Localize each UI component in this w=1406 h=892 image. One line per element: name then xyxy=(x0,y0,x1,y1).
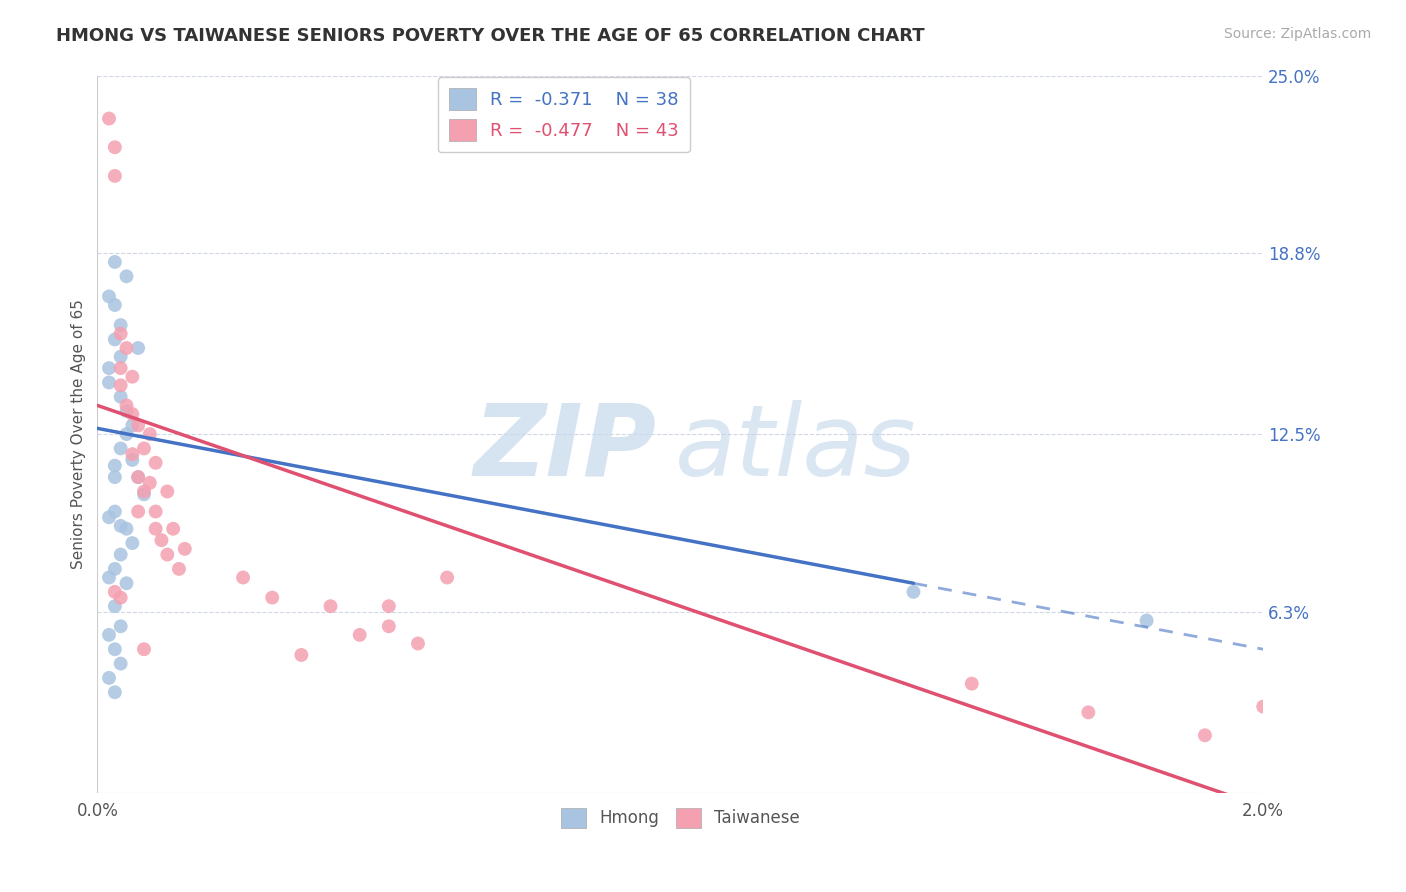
Point xyxy=(104,169,127,183)
Point xyxy=(903,585,925,599)
Point xyxy=(173,541,195,556)
Point xyxy=(115,398,138,412)
Point xyxy=(378,599,401,614)
Point xyxy=(156,548,179,562)
Point xyxy=(98,376,121,390)
Point xyxy=(121,369,143,384)
Point xyxy=(121,407,143,421)
Point xyxy=(145,504,167,518)
Point xyxy=(110,442,132,456)
Point xyxy=(110,390,132,404)
Point xyxy=(98,671,121,685)
Point xyxy=(110,619,132,633)
Point xyxy=(127,418,149,433)
Text: ZIP: ZIP xyxy=(474,400,657,497)
Point xyxy=(110,657,132,671)
Point xyxy=(98,289,121,303)
Point xyxy=(319,599,342,614)
Point xyxy=(406,636,429,650)
Point xyxy=(145,456,167,470)
Text: Source: ZipAtlas.com: Source: ZipAtlas.com xyxy=(1223,27,1371,41)
Point xyxy=(156,484,179,499)
Point xyxy=(132,642,155,657)
Point xyxy=(121,418,143,433)
Point xyxy=(98,570,121,584)
Point xyxy=(98,112,121,126)
Point xyxy=(150,533,173,548)
Point xyxy=(167,562,190,576)
Text: atlas: atlas xyxy=(675,400,917,497)
Point xyxy=(104,642,127,657)
Point xyxy=(115,341,138,355)
Point xyxy=(121,536,143,550)
Point xyxy=(104,504,127,518)
Point xyxy=(262,591,284,605)
Point xyxy=(110,548,132,562)
Point xyxy=(132,487,155,501)
Point xyxy=(436,570,458,584)
Point xyxy=(104,599,127,614)
Point xyxy=(98,361,121,376)
Point xyxy=(104,562,127,576)
Point xyxy=(139,427,162,442)
Point xyxy=(1136,614,1159,628)
Point xyxy=(960,676,983,690)
Point xyxy=(115,404,138,418)
Point xyxy=(115,269,138,284)
Point xyxy=(104,255,127,269)
Point xyxy=(110,318,132,332)
Text: HMONG VS TAIWANESE SENIORS POVERTY OVER THE AGE OF 65 CORRELATION CHART: HMONG VS TAIWANESE SENIORS POVERTY OVER … xyxy=(56,27,925,45)
Point xyxy=(127,504,149,518)
Point xyxy=(127,470,149,484)
Point xyxy=(110,361,132,376)
Point xyxy=(232,570,254,584)
Point xyxy=(349,628,371,642)
Point xyxy=(1077,706,1099,720)
Point xyxy=(162,522,184,536)
Point xyxy=(127,470,149,484)
Point xyxy=(115,522,138,536)
Point xyxy=(110,519,132,533)
Point xyxy=(98,510,121,524)
Point xyxy=(1251,699,1274,714)
Point xyxy=(104,140,127,154)
Point xyxy=(110,378,132,392)
Point xyxy=(115,427,138,442)
Point xyxy=(104,685,127,699)
Point xyxy=(98,628,121,642)
Point xyxy=(132,484,155,499)
Point xyxy=(139,475,162,490)
Point xyxy=(104,298,127,312)
Point xyxy=(104,333,127,347)
Point xyxy=(104,470,127,484)
Legend: Hmong, Taiwanese: Hmong, Taiwanese xyxy=(554,801,807,835)
Point xyxy=(127,341,149,355)
Y-axis label: Seniors Poverty Over the Age of 65: Seniors Poverty Over the Age of 65 xyxy=(72,299,86,569)
Point xyxy=(378,619,401,633)
Point xyxy=(110,350,132,364)
Point xyxy=(132,442,155,456)
Point xyxy=(145,522,167,536)
Point xyxy=(121,447,143,461)
Point xyxy=(290,648,312,662)
Point xyxy=(1194,728,1216,742)
Point xyxy=(104,585,127,599)
Point xyxy=(110,326,132,341)
Point xyxy=(121,453,143,467)
Point xyxy=(115,576,138,591)
Point xyxy=(110,591,132,605)
Point xyxy=(104,458,127,473)
